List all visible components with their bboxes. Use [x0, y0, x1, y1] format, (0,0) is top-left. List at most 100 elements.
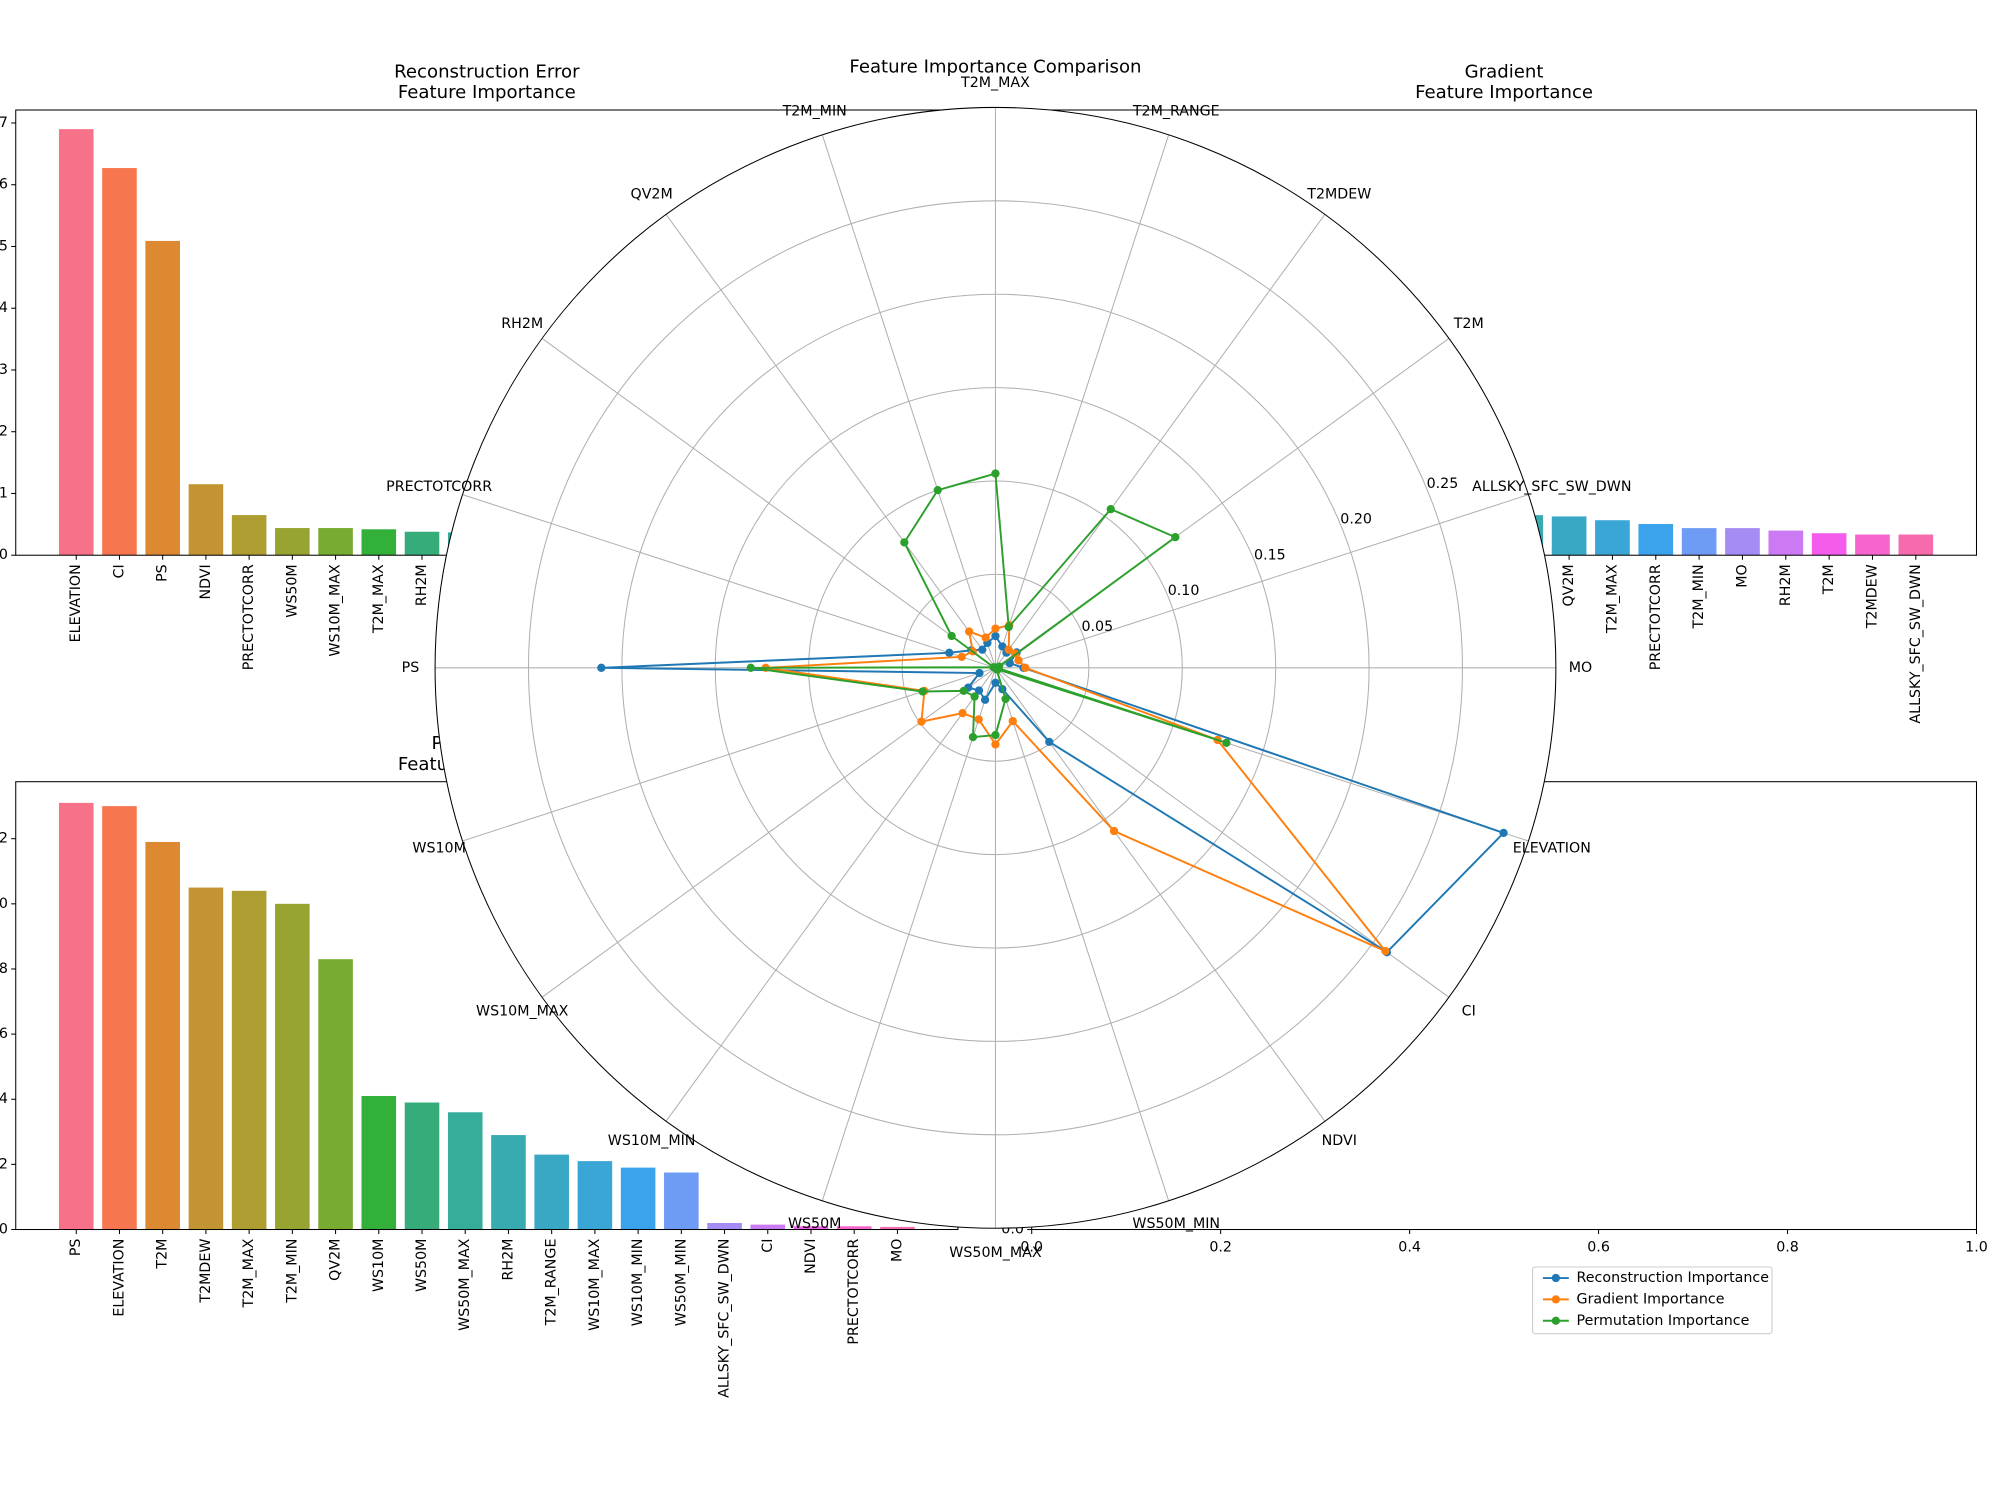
series-marker [970, 692, 979, 701]
series-marker [989, 663, 998, 672]
series-marker [974, 715, 983, 724]
grid-spoke [665, 214, 996, 669]
angle-label: T2M_RANGE [1132, 103, 1220, 119]
polar-frame [434, 106, 1557, 1229]
bar [491, 1135, 526, 1230]
x-tick-label: RH2M [414, 564, 430, 606]
x-tick-label: T2M_MAX [371, 564, 387, 634]
angle-label: T2M_MIN [782, 103, 847, 119]
series-marker [900, 538, 909, 547]
x-tick-label: WS10M_MAX [328, 564, 344, 657]
series-marker [991, 624, 1000, 633]
legend: Reconstruction Importance Gradient Import… [1532, 1266, 1773, 1335]
r-tick-label: 0.05 [1081, 619, 1113, 635]
bar [880, 1226, 915, 1230]
legend-marker [1551, 1295, 1561, 1304]
series-marker [1381, 946, 1390, 956]
bar [707, 1222, 742, 1230]
angle-label: ALLSKY_SFC_SW_DWN [1472, 479, 1631, 495]
legend-marker [1551, 1273, 1561, 1283]
bar [188, 484, 224, 556]
bar [58, 129, 94, 556]
bar [1768, 530, 1804, 556]
grid-spoke [995, 494, 1529, 669]
x-tick-label: WS50M [414, 1239, 430, 1292]
y-tick-label: 0.04 [0, 1091, 8, 1107]
x-tick-label: ALLSKY_SFC_SW_DWN [717, 1239, 733, 1398]
angle-label: WS10M [412, 841, 465, 857]
grid-spoke [541, 338, 996, 669]
angle-label: T2M_MAX [960, 75, 1030, 91]
bar [404, 531, 440, 556]
bar [102, 168, 137, 556]
bar [361, 1095, 397, 1230]
x-tick-label: NDVI [803, 1239, 819, 1274]
angle-label: CI [1462, 1004, 1476, 1020]
series-marker [958, 709, 967, 718]
bar [1595, 520, 1630, 556]
y-tick-label: 0.10 [0, 896, 8, 912]
bar [58, 802, 94, 1230]
x-tick-label: PRECTOTCORR [241, 564, 257, 670]
series-marker [1045, 737, 1054, 747]
grid-spoke [462, 494, 996, 669]
x-tick-label: 0.0 [1020, 1240, 1043, 1256]
x-tick-label: NDVI [198, 564, 214, 599]
x-tick-label: QV2M [328, 1239, 344, 1281]
bar [664, 1172, 699, 1230]
series-marker [1001, 694, 1010, 704]
x-tick-label: 1.0 [1965, 1240, 1988, 1256]
x-tick-label: 0.8 [1776, 1240, 1799, 1256]
x-tick-label: ALLSKY_SFC_SW_DWN [1908, 564, 1924, 723]
angle-label: WS10M_MIN [608, 1133, 696, 1149]
series-marker [1014, 656, 1023, 665]
grid-spoke [994, 134, 1170, 668]
x-tick-label: WS10M [371, 1239, 387, 1292]
y-tick-label: 0.03 [0, 362, 8, 378]
chart-title: Gradient Feature Importance [1415, 61, 1593, 103]
series-marker [968, 732, 978, 742]
x-tick-label: 0.2 [1209, 1240, 1232, 1256]
angle-label: QV2M [631, 187, 673, 203]
series-marker [978, 645, 987, 654]
r-tick-label: 0.10 [1168, 583, 1200, 599]
x-tick-label: T2M_MAX [241, 1238, 257, 1308]
y-tick-label: 0.00 [0, 547, 8, 563]
x-tick-label: T2M_MIN [1691, 564, 1707, 629]
bar [1811, 533, 1847, 556]
series-marker [917, 717, 926, 726]
x-tick-label: T2M_RANGE [544, 1239, 560, 1327]
bar [318, 528, 353, 556]
angle-label: WS10M_MAX [476, 1004, 569, 1020]
x-tick-label: PRECTOTCORR [1648, 564, 1664, 670]
x-tick-label: RH2M [500, 1239, 516, 1281]
angle-label: MO [1569, 660, 1592, 676]
grid-spoke [462, 667, 996, 842]
x-tick-label: ELEVATION [68, 564, 84, 642]
bar [1638, 524, 1674, 556]
grid-spoke [994, 667, 1170, 1201]
legend-label: Gradient Importance [1577, 1291, 1725, 1307]
x-tick-label: PS [68, 1239, 84, 1257]
legend-label: Reconstruction Importance [1577, 1270, 1769, 1286]
angle-label: WS50M [788, 1216, 841, 1232]
angle-label: WS50M_MAX [949, 1245, 1042, 1261]
series-marker [1021, 663, 1030, 672]
x-tick-label: 0.4 [1398, 1240, 1421, 1256]
y-tick-label: 0.07 [0, 115, 8, 131]
bar [750, 1224, 786, 1230]
grid-spoke [821, 134, 996, 668]
r-tick-label: 0.25 [1427, 476, 1459, 492]
legend-label: Permutation Importance [1577, 1313, 1750, 1329]
angle-label: T2MDEW [1306, 187, 1371, 203]
x-tick-label: MO [1734, 564, 1750, 587]
bar [231, 890, 267, 1230]
r-tick-label: 0.20 [1340, 512, 1372, 528]
x-tick-label: WS50M_MIN [673, 1239, 689, 1327]
angle-label: PS [402, 660, 420, 676]
angle-label: ELEVATION [1513, 841, 1591, 857]
angle-label: NDVI [1322, 1133, 1357, 1149]
series-marker [1008, 716, 1017, 726]
x-tick-label: PRECTOTCORR [846, 1238, 862, 1344]
